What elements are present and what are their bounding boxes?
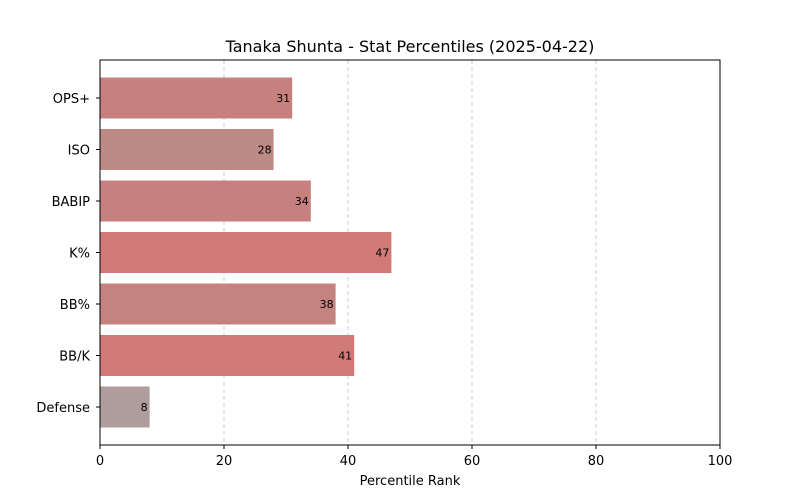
bar-value-label: 31: [276, 92, 290, 105]
x-axis-label: Percentile Rank: [360, 474, 461, 489]
bars: 31 28 34 47 38 41 8: [100, 77, 392, 428]
x-tick-label: 40: [340, 454, 357, 469]
x-tick-label: 0: [96, 454, 104, 469]
bar-defense: [100, 386, 150, 428]
bar-ops-: [100, 77, 293, 119]
y-tick-label: ISO: [68, 144, 90, 159]
y-tick-label: BABIP: [52, 195, 91, 210]
plot-frame: [99, 59, 721, 446]
y-tick-label: BB/K: [59, 350, 90, 365]
bar-value-label: 28: [258, 144, 272, 157]
x-tick-label: 80: [588, 454, 605, 469]
bar-value-label: 34: [295, 195, 309, 208]
bar-value-label: 47: [375, 247, 389, 260]
x-tick-label: 100: [708, 454, 733, 469]
bar-bb-: [100, 283, 336, 325]
bar-value-label: 38: [320, 298, 334, 311]
bar-value-label: 41: [338, 350, 352, 363]
bar-k-: [100, 232, 392, 273]
y-tick-label: OPS+: [53, 92, 90, 107]
bar-babip: [100, 180, 311, 222]
bar-iso: [100, 129, 274, 170]
bar-value-label: 8: [141, 401, 148, 414]
y-tick-label: Defense: [36, 401, 90, 416]
x-tick-label: 20: [216, 454, 233, 469]
chart-title: Tanaka Shunta - Stat Percentiles (2025-0…: [225, 37, 595, 56]
bar-bb-k: [100, 335, 355, 376]
y-tick-labels: OPS+ ISO BABIP K% BB% BB/K Defense: [36, 92, 100, 416]
y-tick-label: BB%: [60, 298, 90, 313]
x-ticks: 0 20 40 60 80 100: [96, 445, 733, 469]
x-tick-label: 60: [464, 454, 481, 469]
y-tick-label: K%: [69, 247, 90, 262]
